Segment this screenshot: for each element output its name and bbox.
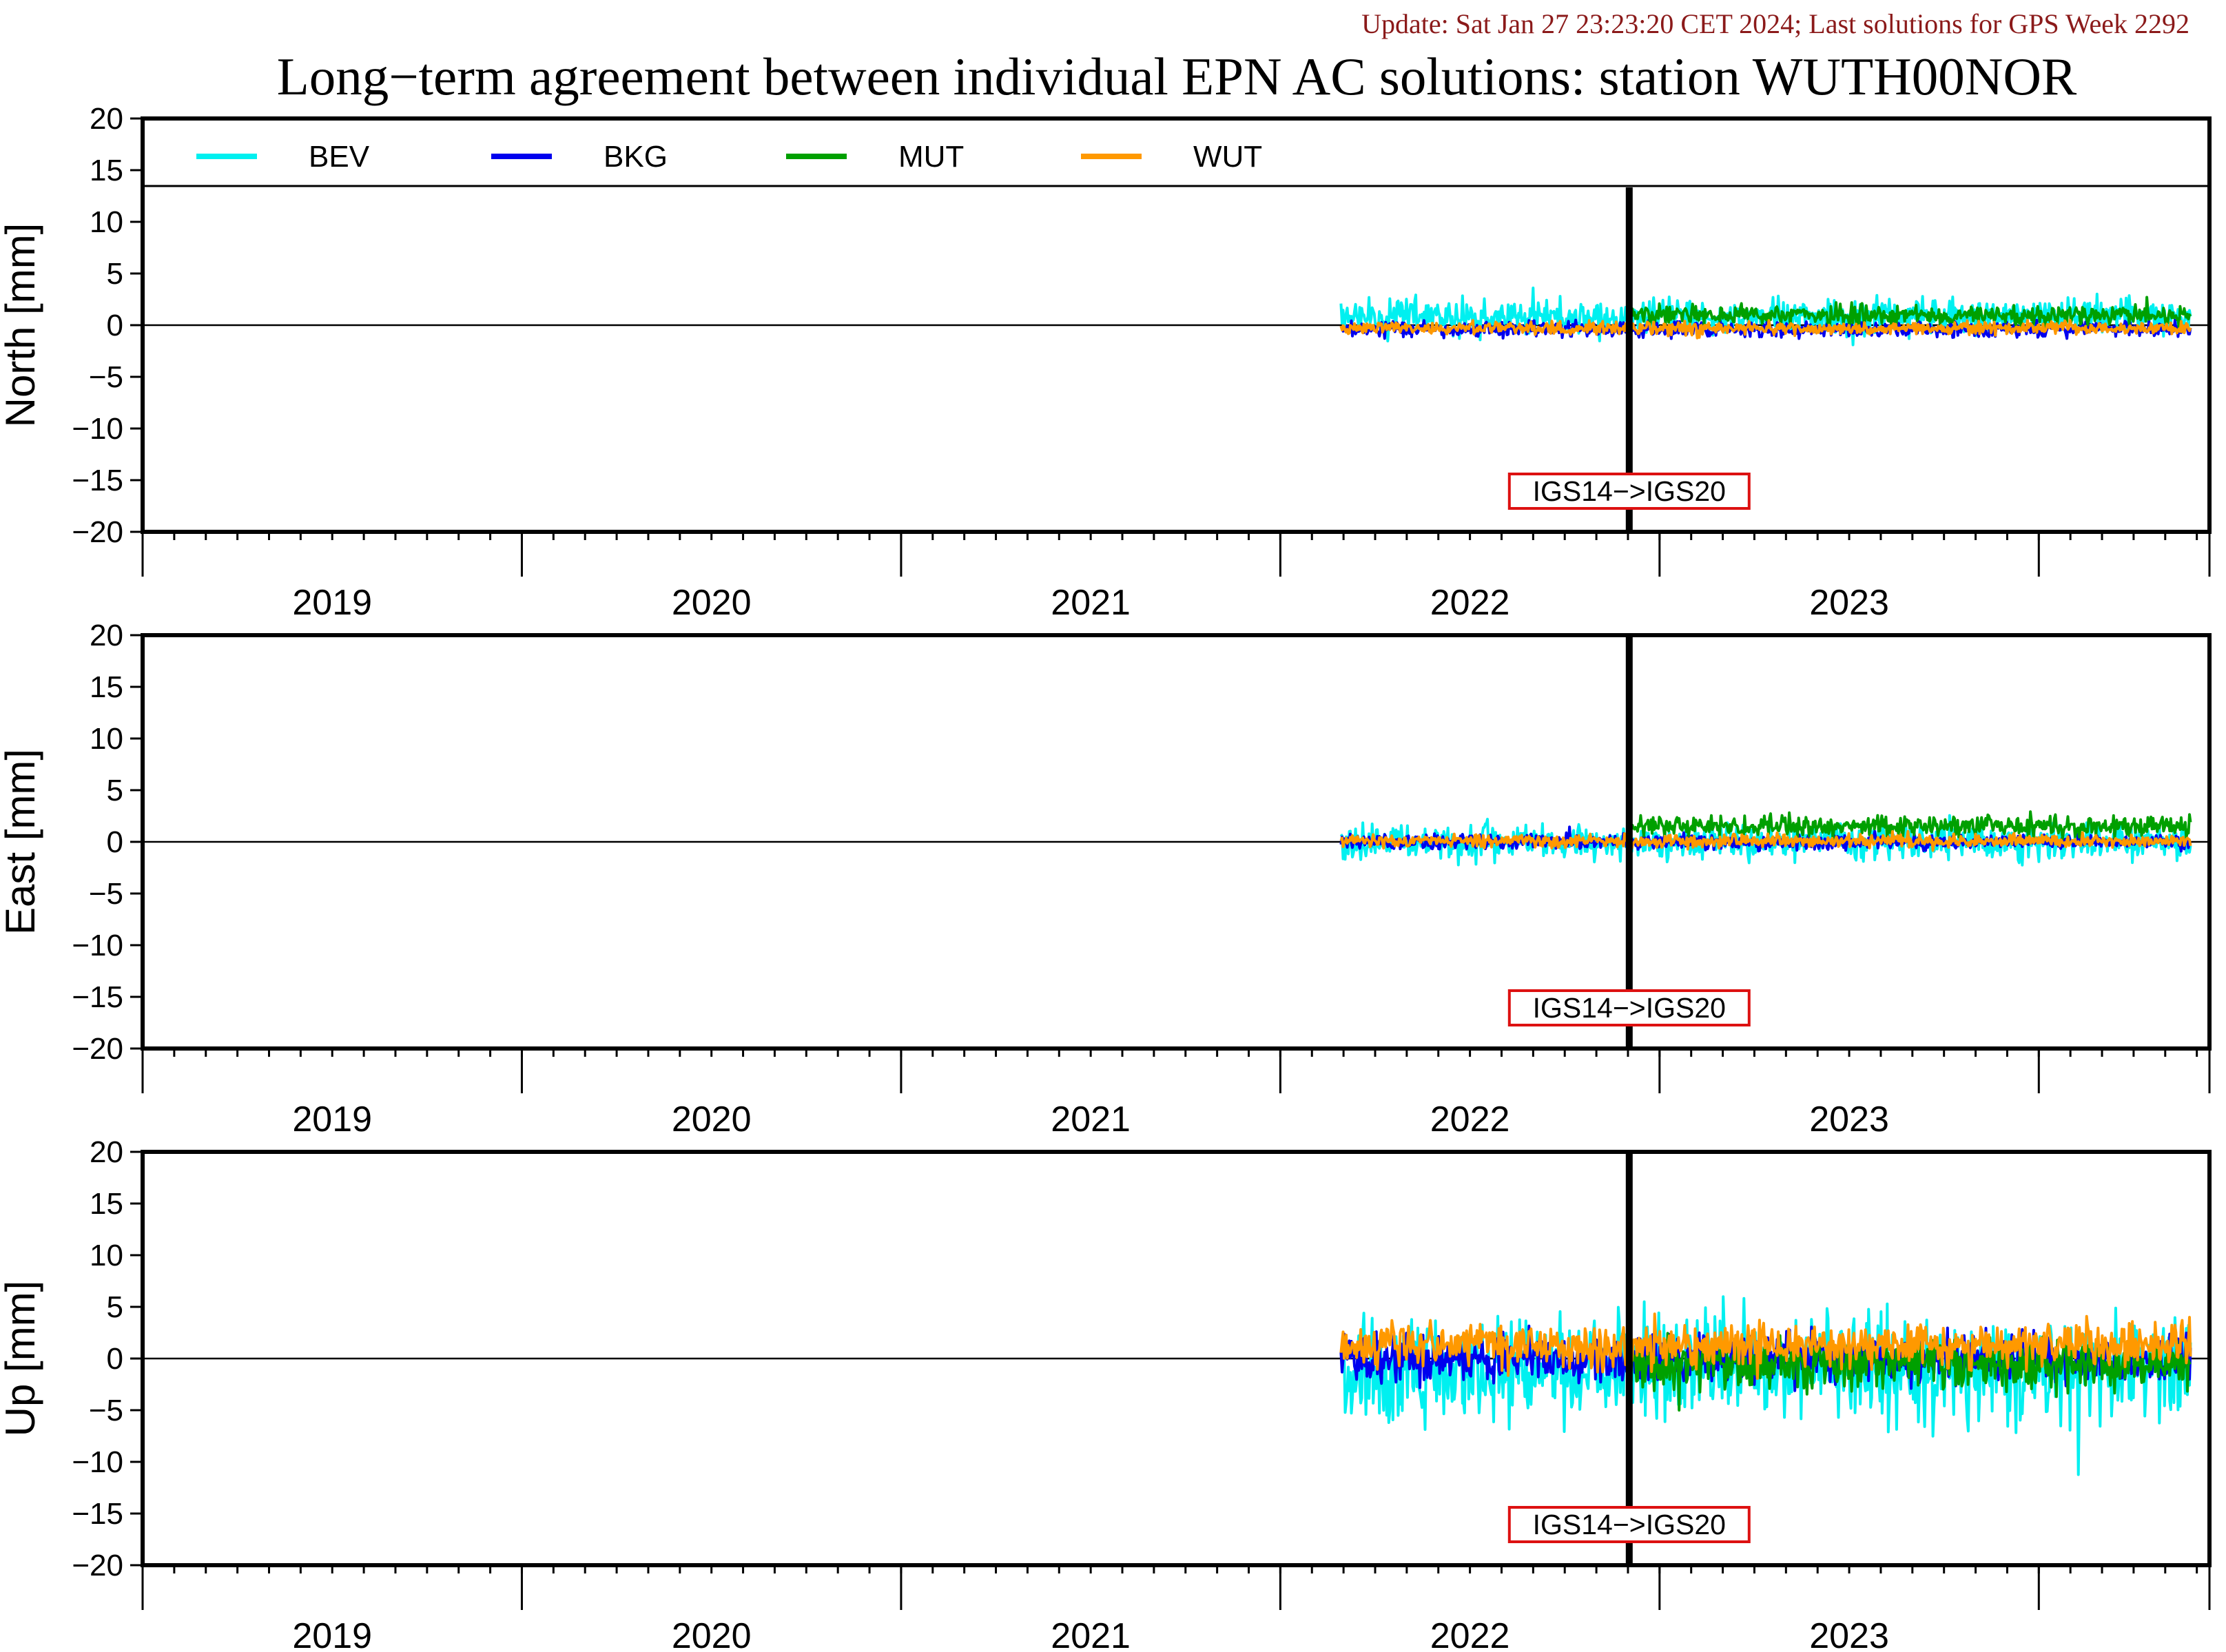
update-timestamp: Update: Sat Jan 27 23:23:20 CET 2024; La…	[1361, 8, 2189, 39]
series-line-wut	[1339, 1312, 2192, 1380]
frame-change-box	[1507, 1506, 1751, 1543]
x-tick-label: 2019	[292, 1616, 372, 1652]
x-tick-label: 2019	[292, 583, 372, 623]
x-tick-label: 2020	[672, 1616, 752, 1652]
x-tick-label: 2022	[1430, 1616, 1510, 1652]
frame-change-box	[1507, 989, 1751, 1026]
panel-2: IGS14−>IGS20 20 15 10 5 0 −5 −10 −15 −20 East [mm]…	[0, 619, 2212, 1139]
frame-change-label: IGS14−>IGS20	[1533, 992, 1726, 1024]
chart-title: Long−term agreement between individual E…	[277, 47, 2077, 106]
y-tick-label: −20	[72, 515, 123, 549]
x-tick-label: 2022	[1430, 1099, 1510, 1139]
y-tick-label: −5	[89, 1394, 123, 1427]
frame-change-label: IGS14−>IGS20	[1533, 475, 1726, 507]
y-tick-label: 10	[90, 205, 123, 239]
x-tick-label: 2023	[1809, 1616, 1889, 1652]
x-tick-label: 2021	[1051, 1616, 1131, 1652]
y-tick-label: 0	[107, 825, 123, 859]
y-tick-label: −10	[72, 929, 123, 962]
y-tick-label: 15	[90, 154, 123, 187]
y-tick-label: 20	[90, 619, 123, 652]
y-tick-label: 5	[107, 257, 123, 291]
x-tick-label: 2023	[1809, 583, 1889, 623]
y-tick-label: 20	[90, 102, 123, 136]
x-tick-label: 2022	[1430, 583, 1510, 623]
x-tick-label: 2023	[1809, 1099, 1889, 1139]
legend: BEV BKG MUT WUT	[196, 140, 1262, 174]
series-line-mut	[1628, 296, 2192, 331]
x-tick-label: 2020	[672, 1099, 752, 1139]
y-axis-label: North [mm]	[0, 223, 43, 428]
legend-label-bkg: BKG	[604, 140, 668, 174]
series-layer	[1339, 287, 2192, 347]
x-tick-label: 2021	[1051, 1099, 1131, 1139]
y-tick-label: −10	[72, 412, 123, 446]
frame-change-label: IGS14−>IGS20	[1533, 1509, 1726, 1540]
y-tick-label: 15	[90, 1187, 123, 1221]
series-line-wut	[1339, 318, 2192, 340]
legend-label-wut: WUT	[1193, 140, 1262, 174]
legend-label-mut: MUT	[898, 140, 964, 174]
x-tick-label: 2019	[292, 1099, 372, 1139]
y-tick-label: 20	[90, 1135, 123, 1169]
y-tick-label: 5	[107, 1290, 123, 1324]
y-tick-label: −10	[72, 1445, 123, 1479]
y-tick-label: −20	[72, 1549, 123, 1582]
series-layer	[1339, 810, 2192, 867]
legend-label-bev: BEV	[309, 140, 370, 174]
y-tick-label: 0	[107, 1342, 123, 1376]
y-tick-label: −15	[72, 980, 123, 1014]
x-tick-label: 2020	[672, 583, 752, 623]
series-line-mut	[1627, 810, 2192, 843]
panel-1: BEV BKG MUT WUT IGS14−>IGS20 20 15 10 5 0 −5 −10 −15…	[0, 102, 2212, 623]
y-tick-label: 0	[107, 309, 123, 342]
y-tick-label: 15	[90, 670, 123, 704]
y-tick-label: −5	[89, 360, 123, 394]
y-axis-label: Up [mm]	[0, 1281, 43, 1437]
x-tick-label: 2021	[1051, 583, 1131, 623]
chart-panels: BEV BKG MUT WUT IGS14−>IGS20 20 15 10 5 0 −5 −10 −15…	[0, 102, 2212, 1652]
y-tick-label: −20	[72, 1032, 123, 1066]
y-tick-label: −5	[89, 877, 123, 911]
y-axis-label: East [mm]	[0, 749, 43, 935]
y-tick-label: 10	[90, 1239, 123, 1272]
series-line-bev	[1341, 1295, 2192, 1476]
y-tick-label: −15	[72, 1497, 123, 1531]
y-tick-label: −15	[72, 464, 123, 497]
series-line-wut	[1339, 829, 2192, 852]
y-tick-label: 10	[90, 722, 123, 756]
y-tick-label: 5	[107, 774, 123, 807]
series-layer	[1339, 1295, 2192, 1476]
panel-3: IGS14−>IGS20 20 15 10 5 0 −5 −10 −15 −20 Up [mm] 20…	[0, 1135, 2212, 1652]
legend-background	[143, 118, 2209, 186]
frame-change-box	[1507, 473, 1751, 510]
